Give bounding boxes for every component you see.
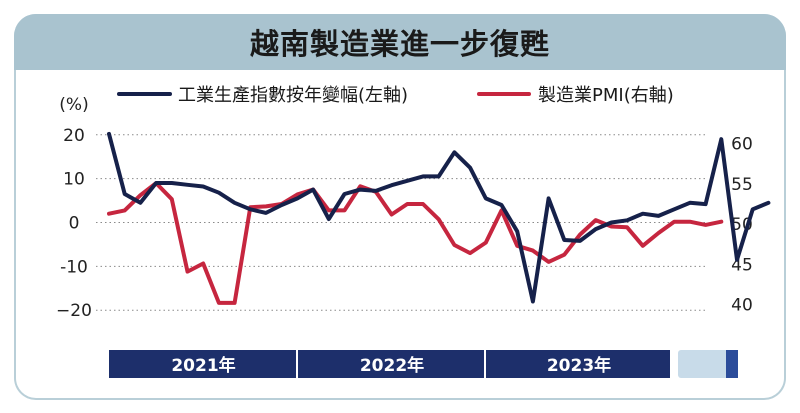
right-tick-label: 45 (731, 255, 753, 275)
left-tick-label: 10 (63, 170, 85, 190)
title-bar: 越南製造業進一步復甦 (14, 14, 786, 70)
year-band (109, 350, 296, 378)
year-band (298, 350, 484, 378)
year-band-label: 2023年 (547, 355, 611, 376)
left-tick-label: -10 (60, 257, 88, 277)
year-band-edge (726, 350, 738, 378)
right-tick-label: 40 (731, 296, 753, 316)
year-band-empty (678, 350, 738, 378)
legend-label-pmi: 製造業PMI(右軸) (538, 85, 674, 106)
series-line-industrial (107, 131, 771, 304)
left-tick-label: −20 (56, 301, 92, 321)
year-band (486, 350, 670, 378)
left-tick-label: 20 (63, 126, 85, 146)
series-line-pmi (107, 181, 724, 305)
legend-label-industrial: 工業生產指數按年變幅(左軸) (178, 85, 408, 106)
year-band-label: 2022年 (360, 355, 424, 376)
chart-card: 越南製造業進一步復甦 20 10 0 -10 −20 60 55 50 45 40 (%) 工業生產指… (14, 14, 786, 400)
left-axis-unit: (%) (59, 95, 88, 115)
left-tick-label: 0 (69, 214, 80, 234)
right-tick-label: 55 (731, 175, 753, 195)
chart-title: 越南製造業進一步復甦 (249, 27, 550, 61)
year-band-label: 2021年 (171, 355, 235, 376)
right-tick-label: 60 (731, 135, 753, 155)
